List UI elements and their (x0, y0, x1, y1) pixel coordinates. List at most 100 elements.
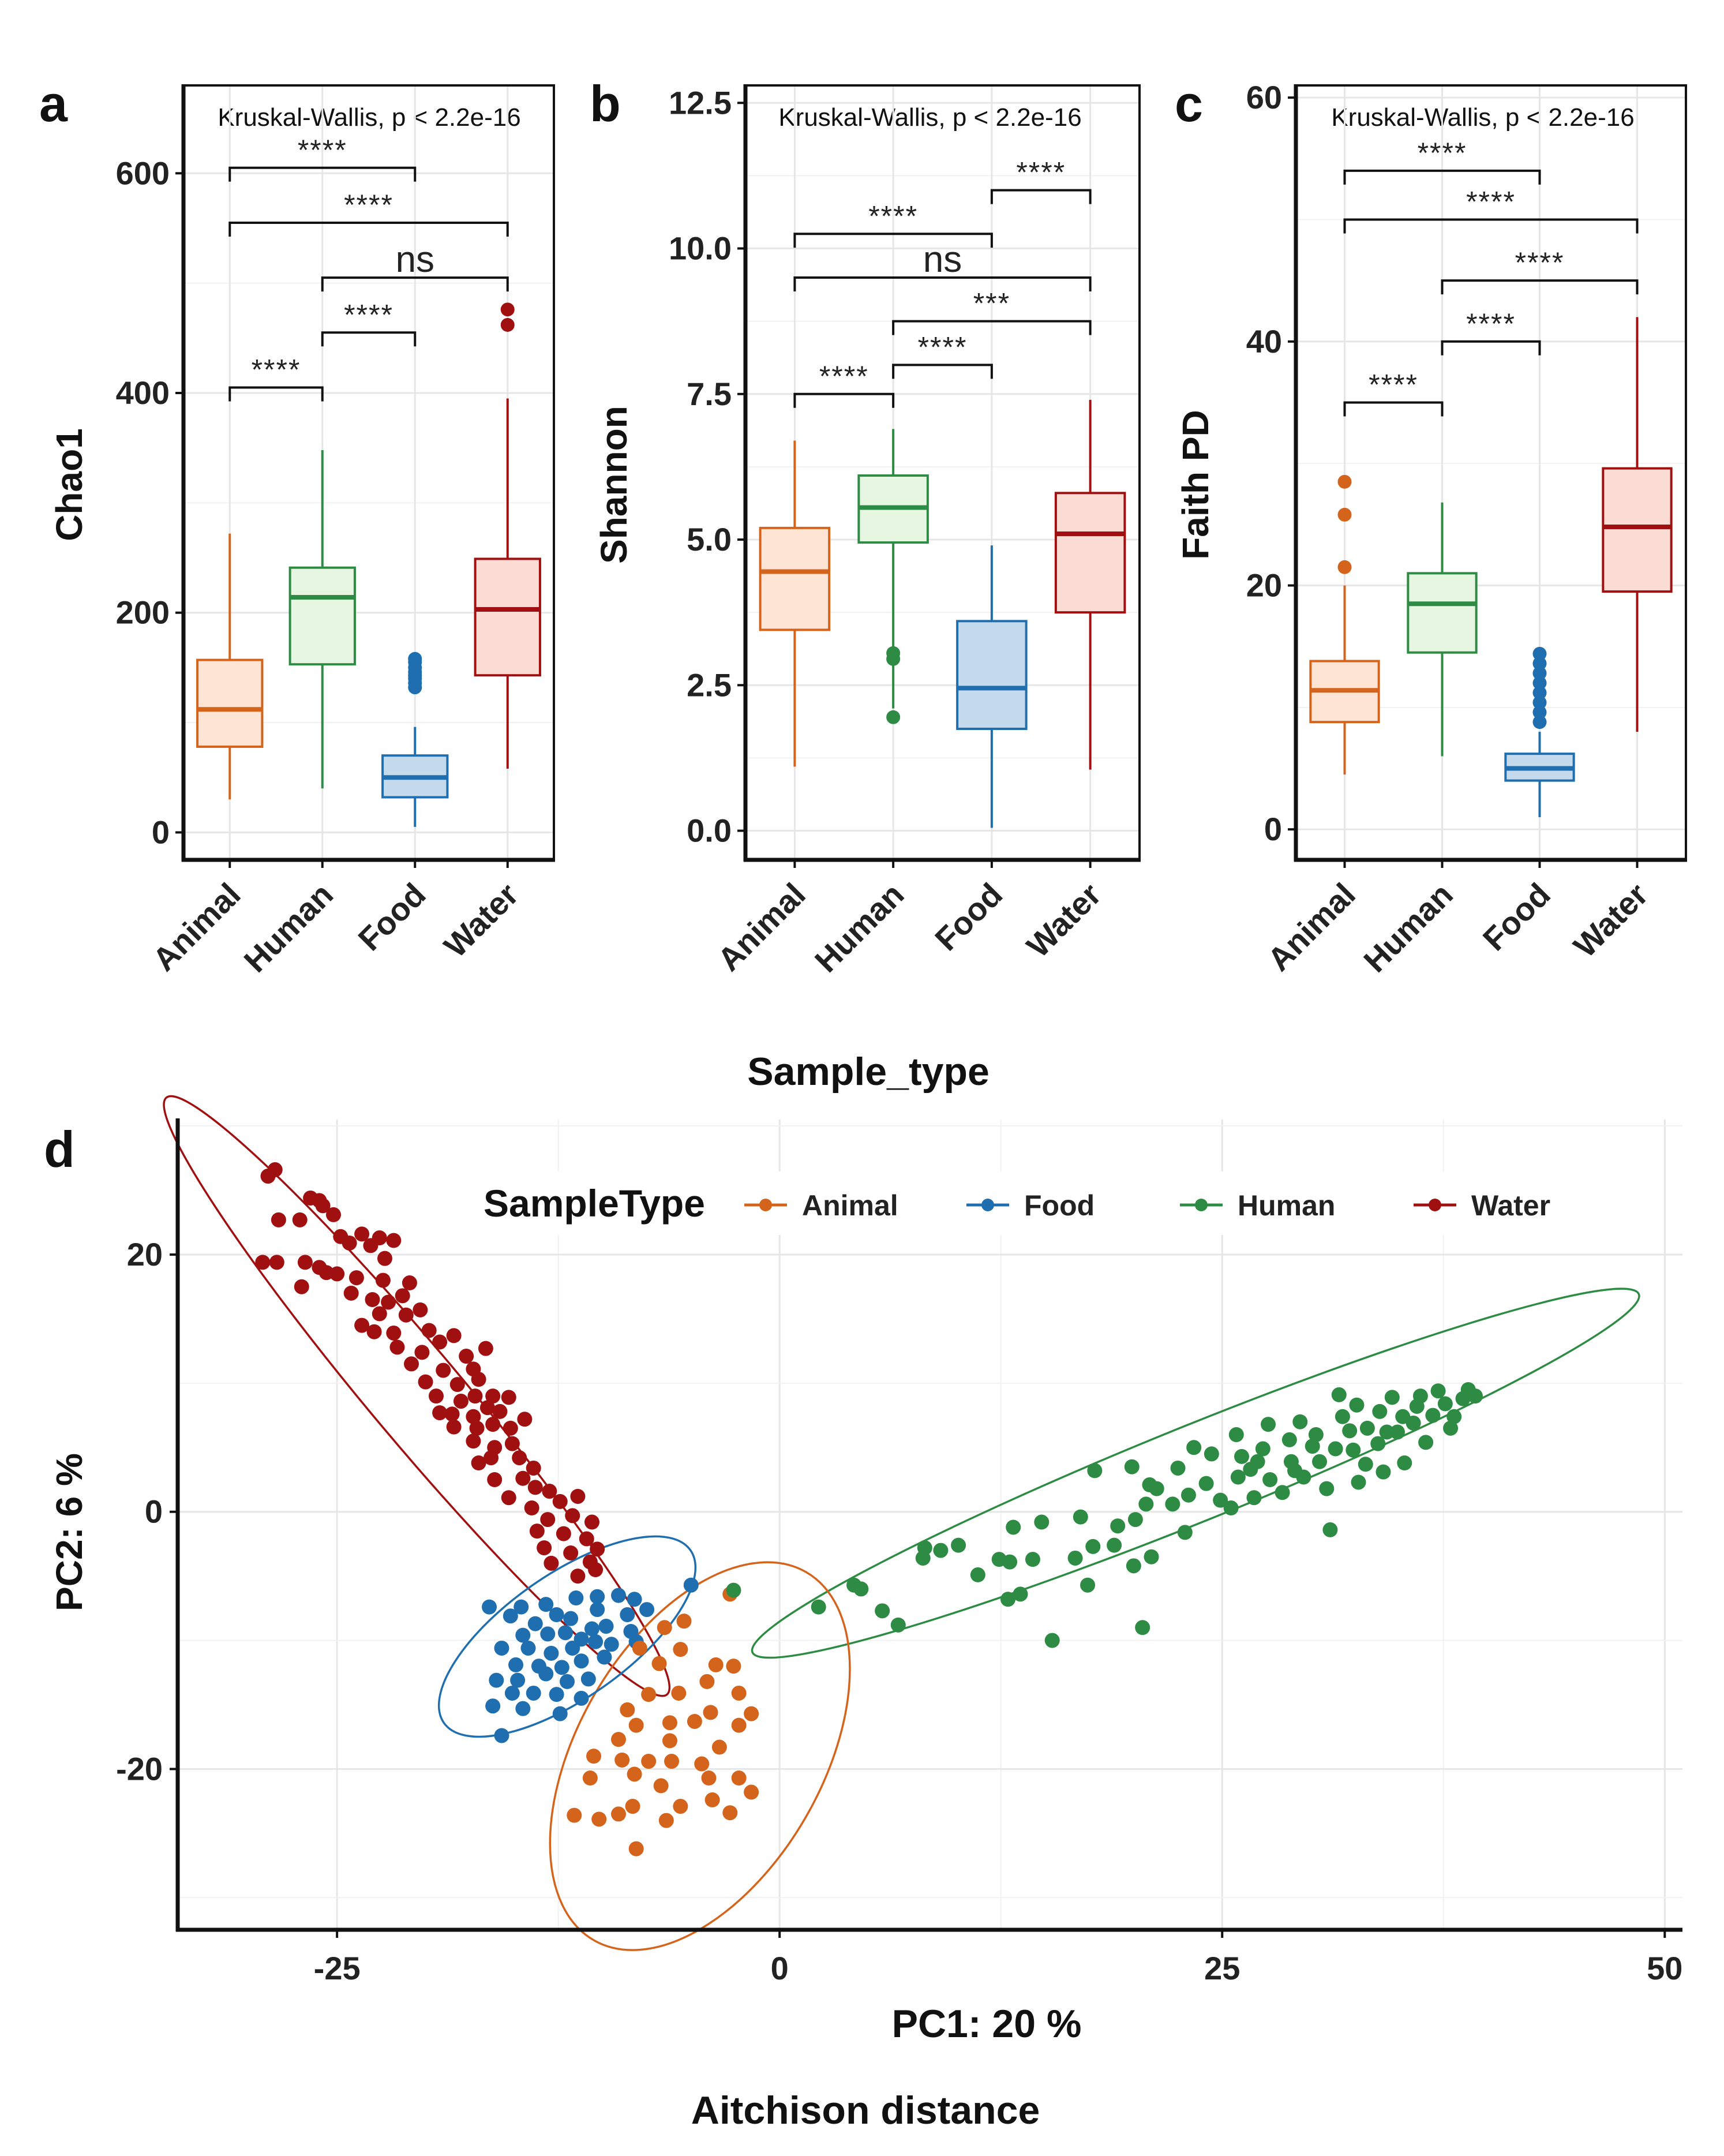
panel-d-point (354, 1317, 370, 1333)
panel-d-point (590, 1602, 605, 1618)
panel-d-point (703, 1705, 718, 1720)
panel-d-point (1177, 1525, 1193, 1540)
panel-d-point (653, 1778, 669, 1794)
panel-d-point (432, 1405, 448, 1421)
panel-c-y-tick-label: 60 (1246, 79, 1282, 115)
panel-d-point (671, 1685, 687, 1701)
panel-d-point (540, 1512, 556, 1528)
panel-d-point (1025, 1552, 1040, 1567)
panel-a-bracket-line (321, 331, 417, 347)
panel-b-significance-label: **** (819, 360, 869, 392)
panel-a-significance-label: **** (344, 298, 393, 331)
panel-a-bracket-line (228, 166, 417, 182)
panel-d-point (731, 1771, 747, 1786)
panel-d-point (494, 1728, 509, 1743)
panel-c-outlier-point (1532, 695, 1547, 710)
panel-d-point (556, 1526, 571, 1541)
panel-d-point (582, 1554, 598, 1570)
panel-d-point (485, 1388, 501, 1404)
panel-d-point (504, 1436, 520, 1451)
panel-d-point (1425, 1408, 1441, 1423)
panel-d-point (565, 1640, 580, 1656)
panel-d-point (1246, 1490, 1262, 1506)
panel-d-point (1228, 1427, 1244, 1442)
panel-b-outlier-point (886, 646, 901, 660)
panel-d-point (1390, 1424, 1406, 1440)
panel-d-legend: SampleType Animal Food Human Water (462, 1171, 1592, 1235)
panel-d-point (526, 1460, 541, 1476)
panel-d-point (482, 1599, 497, 1615)
panel-b-bracket-line (892, 364, 993, 379)
panel-d-point (1346, 1442, 1361, 1458)
panel-c-outlier-point (1337, 507, 1352, 522)
panel-d-point (591, 1811, 607, 1827)
panel-d-point (471, 1372, 486, 1387)
panel-d-point (1349, 1397, 1365, 1413)
panel-c-outlier-point (1337, 560, 1352, 574)
panel-d-ellipse-human (751, 1287, 1640, 1659)
panel-d-point (664, 1754, 680, 1769)
panel-d-point (526, 1685, 541, 1701)
panel-d-point (1409, 1398, 1425, 1414)
panel-d-point (1319, 1481, 1335, 1496)
panel-d-point (627, 1592, 642, 1607)
panel-b-bracket-line (892, 320, 1092, 335)
panel-d-point (610, 1732, 626, 1747)
panel-d-point (1372, 1403, 1388, 1419)
panel-d-legend-key-point (1429, 1199, 1441, 1211)
panel-d-point (563, 1545, 579, 1561)
panel-d-point (381, 1294, 396, 1310)
panel-d-point (520, 1640, 536, 1656)
panel-d-point (294, 1279, 309, 1294)
panel-b-box-iqr (759, 526, 831, 631)
panel-b-comparison-bracket: *** (892, 287, 1092, 335)
panel-d-point (567, 1807, 582, 1823)
panel-d-subtitle: Aitchison distance (691, 2088, 1040, 2132)
panel-d-point (1335, 1409, 1350, 1424)
panel-d-point (432, 1334, 448, 1350)
panel-d-point (1138, 1496, 1154, 1512)
panel-a-y-tick-label: 0 (152, 814, 170, 850)
panel-d-point (343, 1285, 359, 1301)
panel-c-bracket-line (1343, 401, 1444, 417)
panel-d-point (584, 1621, 599, 1637)
panel-a-significance-label: **** (344, 189, 393, 221)
panel-d-point (466, 1433, 481, 1449)
panel-a-y-tick-label: 200 (116, 594, 170, 631)
panel-d-point (552, 1706, 568, 1721)
panel-d-point (386, 1325, 402, 1341)
panel-d-point (271, 1212, 286, 1227)
panel-c-box-water (1602, 317, 1673, 732)
panel-c-significance-label: **** (1466, 185, 1516, 218)
panel-d-point (1044, 1633, 1060, 1648)
panel-d-point (515, 1627, 531, 1643)
panel-d-point (1230, 1469, 1246, 1485)
panel-d-point (329, 1266, 345, 1282)
panel-d-point (517, 1412, 533, 1427)
panel-d-point (446, 1419, 462, 1435)
panel-d-point (632, 1640, 647, 1656)
panel-b-label: b (590, 75, 621, 132)
panel-d-point (711, 1739, 727, 1755)
panel-d-point (1308, 1427, 1324, 1442)
panel-c-comparison-bracket: **** (1441, 308, 1541, 355)
panel-d-point (610, 1806, 626, 1822)
panel-d-point (504, 1685, 520, 1701)
panel-d-point (537, 1540, 552, 1556)
panel-d-point (627, 1766, 642, 1782)
panel-b-significance-label: **** (868, 200, 918, 232)
panel-d-point (1342, 1423, 1358, 1439)
panel-d-point (1287, 1463, 1303, 1478)
panel-d-point (554, 1660, 569, 1675)
panel-b-box-food (956, 545, 1028, 828)
panel-d-point (466, 1409, 481, 1424)
panel-d-point (1406, 1415, 1421, 1431)
panel-d-point (673, 1642, 688, 1657)
panel-a-y-tick-label: 600 (116, 155, 170, 191)
panel-b-y-tick-label: 7.5 (687, 376, 732, 412)
panel-d-point (467, 1388, 483, 1404)
panel-d-point (699, 1674, 715, 1689)
panel-d-point (436, 1363, 451, 1378)
panel-d-point (570, 1569, 586, 1584)
